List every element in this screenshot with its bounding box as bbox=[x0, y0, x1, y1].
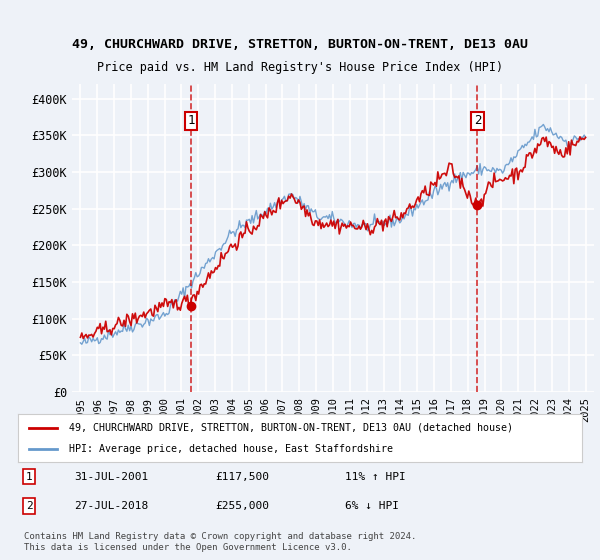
Text: 2: 2 bbox=[26, 501, 32, 511]
Text: Contains HM Land Registry data © Crown copyright and database right 2024.: Contains HM Land Registry data © Crown c… bbox=[24, 532, 416, 541]
Text: 49, CHURCHWARD DRIVE, STRETTON, BURTON-ON-TRENT, DE13 0AU (detached house): 49, CHURCHWARD DRIVE, STRETTON, BURTON-O… bbox=[69, 423, 513, 433]
Text: 1: 1 bbox=[26, 472, 32, 482]
Text: 6% ↓ HPI: 6% ↓ HPI bbox=[345, 501, 399, 511]
Text: 49, CHURCHWARD DRIVE, STRETTON, BURTON-ON-TRENT, DE13 0AU: 49, CHURCHWARD DRIVE, STRETTON, BURTON-O… bbox=[72, 38, 528, 52]
Text: 2: 2 bbox=[474, 114, 481, 127]
Text: 27-JUL-2018: 27-JUL-2018 bbox=[74, 501, 149, 511]
Text: £117,500: £117,500 bbox=[215, 472, 269, 482]
Text: HPI: Average price, detached house, East Staffordshire: HPI: Average price, detached house, East… bbox=[69, 444, 393, 454]
Text: Price paid vs. HM Land Registry's House Price Index (HPI): Price paid vs. HM Land Registry's House … bbox=[97, 60, 503, 74]
Text: 1: 1 bbox=[187, 114, 195, 127]
Text: 11% ↑ HPI: 11% ↑ HPI bbox=[345, 472, 406, 482]
Text: £255,000: £255,000 bbox=[215, 501, 269, 511]
Text: 31-JUL-2001: 31-JUL-2001 bbox=[74, 472, 149, 482]
Text: This data is licensed under the Open Government Licence v3.0.: This data is licensed under the Open Gov… bbox=[24, 543, 352, 552]
